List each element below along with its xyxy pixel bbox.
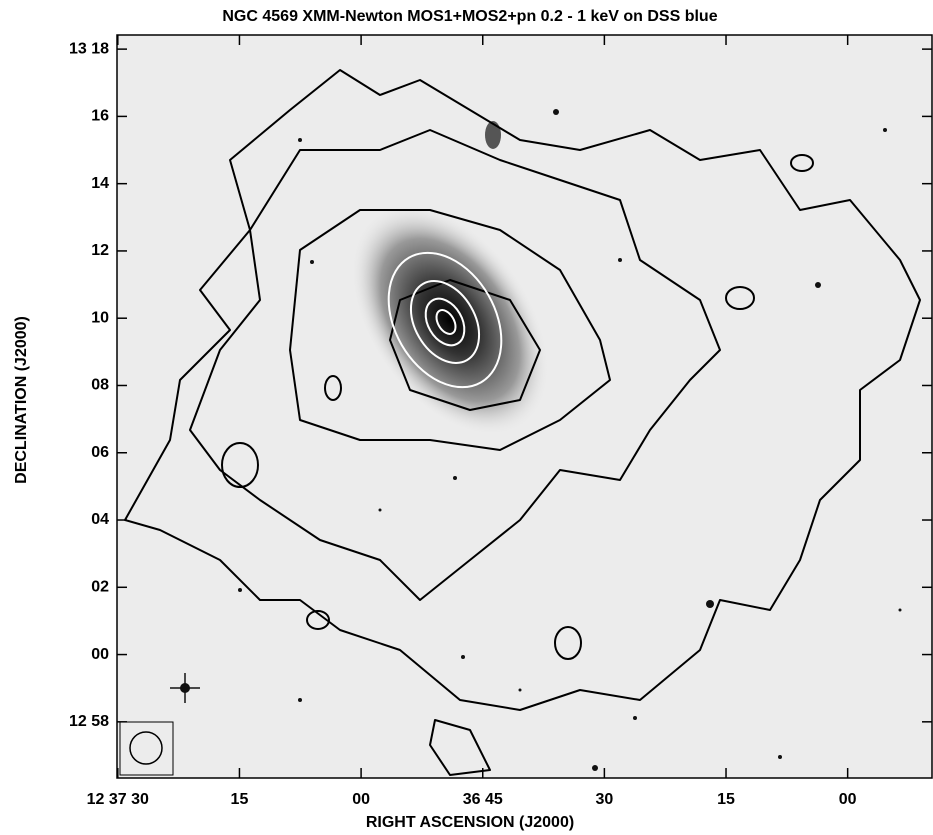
y-tick-label: 14 xyxy=(91,175,109,192)
x-tick-label: 15 xyxy=(231,791,249,808)
beam-box xyxy=(119,721,174,776)
y-tick-label: 10 xyxy=(91,309,109,326)
y-tick-label: 04 xyxy=(91,511,109,528)
y-tick-label: 08 xyxy=(91,377,109,394)
x-axis-label: RIGHT ASCENSION (J2000) xyxy=(366,814,574,831)
x-tick-label: 12 37 30 xyxy=(87,791,149,808)
x-tick-label: 00 xyxy=(839,791,857,808)
x-tick-label: 30 xyxy=(595,791,613,808)
image xyxy=(117,35,932,778)
y-axis-label: DECLINATION (J2000) xyxy=(13,316,30,484)
y-tick-label: 12 58 xyxy=(69,713,109,730)
y-tick-label: 16 xyxy=(91,108,109,125)
beam xyxy=(129,731,163,765)
x-tick-label: 36 45 xyxy=(463,791,503,808)
x-tick-label: 00 xyxy=(352,791,370,808)
title: NGC 4569 XMM-Newton MOS1+MOS2+pn 0.2 - 1… xyxy=(222,8,717,25)
y-tick-label: 00 xyxy=(91,646,109,663)
y-tick-label: 02 xyxy=(91,579,109,596)
y-tick-label: 13 18 xyxy=(69,40,109,57)
x-tick-label: 15 xyxy=(717,791,735,808)
y-tick-label: 06 xyxy=(91,444,109,461)
y-tick-label: 12 xyxy=(91,242,109,259)
plot-frame xyxy=(116,34,933,779)
